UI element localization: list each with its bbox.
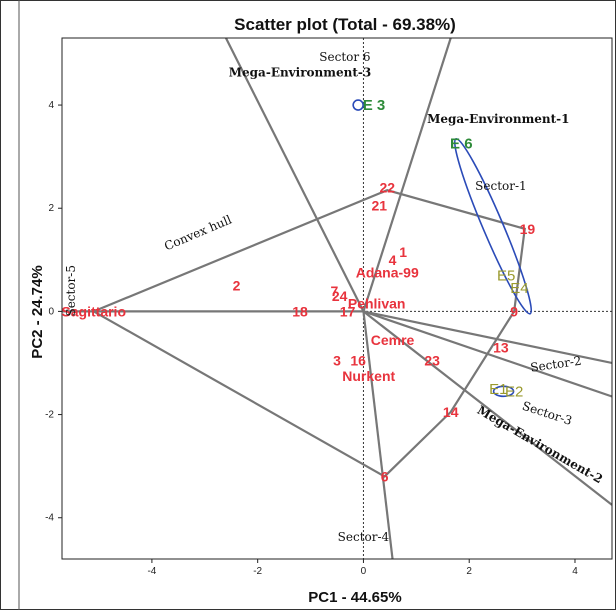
genotype-point: 16 [350,352,366,368]
genotype-point: 13 [493,340,509,356]
y-tick-label: -2 [45,410,54,421]
genotype-point: 7 [330,283,338,299]
mega-environment-1-label: Mega-Environment-1 [427,112,569,126]
env-ellipse-e1-e2 [492,385,515,398]
genotype-point: Nurkent [342,368,395,384]
x-tick-label: 0 [361,566,367,577]
genotype-point: 22 [379,180,395,196]
y-axis-label: PC2 - 24.74% [29,265,46,358]
x-axis-label: PC1 - 44.65% [308,589,401,606]
convex-hull [91,189,526,478]
env-ellipse-e6 [453,137,533,315]
y-tick-label: -4 [45,513,54,524]
genotype-point: Sagittario [61,303,126,319]
genotype-point: 24 [332,288,348,304]
genotype-point: 17 [340,303,356,319]
plot-inner [62,38,612,559]
sector-ray [362,310,612,506]
genotype-point: 23 [424,352,440,368]
genotype-point: 6 [381,468,389,484]
x-tick-label: -2 [253,566,262,577]
y-tick-label: 2 [48,203,54,214]
plot-border [61,37,613,560]
environment-point: E2 [505,383,523,400]
genotype-point: 21 [372,198,388,214]
env-ellipse-e3 [352,99,364,111]
x-tick-label: -4 [147,566,156,577]
genotype-point: Pehlivan [348,296,406,312]
environment-point: E5 [497,267,515,284]
genotype-point: 2 [233,278,241,294]
environment-point: E4 [510,280,528,297]
y-tick-label: 0 [48,306,54,317]
sector-label: Sector-5 [64,265,78,317]
sector-label: Sector-4 [338,530,390,544]
genotype-point: 9 [510,303,518,319]
x-tick-label: 4 [572,566,578,577]
sector-ray [362,38,452,312]
genotype-point: Cemre [371,332,415,348]
genotype-point: 19 [520,221,536,237]
x-tick-label: 2 [466,566,472,577]
y-tick-label: 4 [48,100,54,111]
sector-label: Sector 6 [319,50,370,64]
genotype-point: 3 [333,352,341,368]
genotype-point: 18 [292,303,308,319]
sector-ray [363,310,612,365]
environment-point: E 3 [363,97,386,114]
mega-environment-3-label: Mega-Environment-3 [229,66,371,80]
sector-ray [362,311,394,559]
genotype-point: 4 [389,252,397,268]
environment-point: E1 [489,381,507,398]
chart-title: Scatter plot (Total - 69.38%) [234,15,456,34]
genotype-point: 14 [443,404,459,420]
sector-label: Sector-1 [475,179,527,193]
genotype-point: Adana-99 [356,265,419,281]
environment-point: E 6 [450,136,473,153]
genotype-point: 1 [399,244,407,260]
sector-ray [224,38,365,312]
